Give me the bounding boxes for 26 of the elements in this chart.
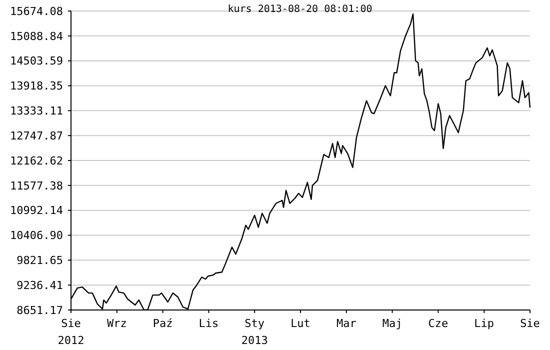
y-tick-label: 9236.41 bbox=[16, 278, 63, 292]
y-tick-label: 9821.65 bbox=[16, 254, 63, 268]
y-tick-label: 10992.14 bbox=[10, 204, 64, 218]
x-tick-label: Paź bbox=[152, 317, 173, 330]
chart-title: kurs 2013-08-20 08:01:00 bbox=[228, 4, 372, 15]
y-tick-label: 12162.62 bbox=[10, 154, 63, 168]
y-tick-label: 11577.38 bbox=[10, 179, 63, 192]
x-tick-label: Lis bbox=[198, 317, 219, 330]
y-tick-label: 15088.84 bbox=[10, 30, 64, 43]
y-tick-label: 10406.90 bbox=[10, 229, 63, 242]
y-tick-label: 8651.17 bbox=[16, 304, 63, 317]
y-tick-label: 13333.11 bbox=[10, 104, 63, 118]
x-tick-label: Maj bbox=[382, 317, 402, 330]
x-tick-label: Mar bbox=[336, 317, 357, 330]
x-tick-label: Lut bbox=[290, 317, 310, 330]
y-tick-label: 14503.59 bbox=[10, 54, 63, 68]
x-tick-label: Sty 2013 bbox=[241, 317, 268, 347]
y-tick-label: 15674.08 bbox=[10, 4, 63, 18]
x-tick-label: Sie bbox=[520, 317, 540, 330]
y-tick-label: 12747.87 bbox=[10, 129, 63, 142]
line-series bbox=[70, 13, 531, 310]
y-tick-label: 13918.35 bbox=[10, 80, 63, 93]
x-tick-label: Cze bbox=[428, 317, 448, 330]
x-tick-label: Wrz bbox=[106, 317, 127, 330]
x-tick-label: Sie 2012 bbox=[58, 317, 84, 347]
x-tick-label: Lip bbox=[474, 317, 494, 330]
